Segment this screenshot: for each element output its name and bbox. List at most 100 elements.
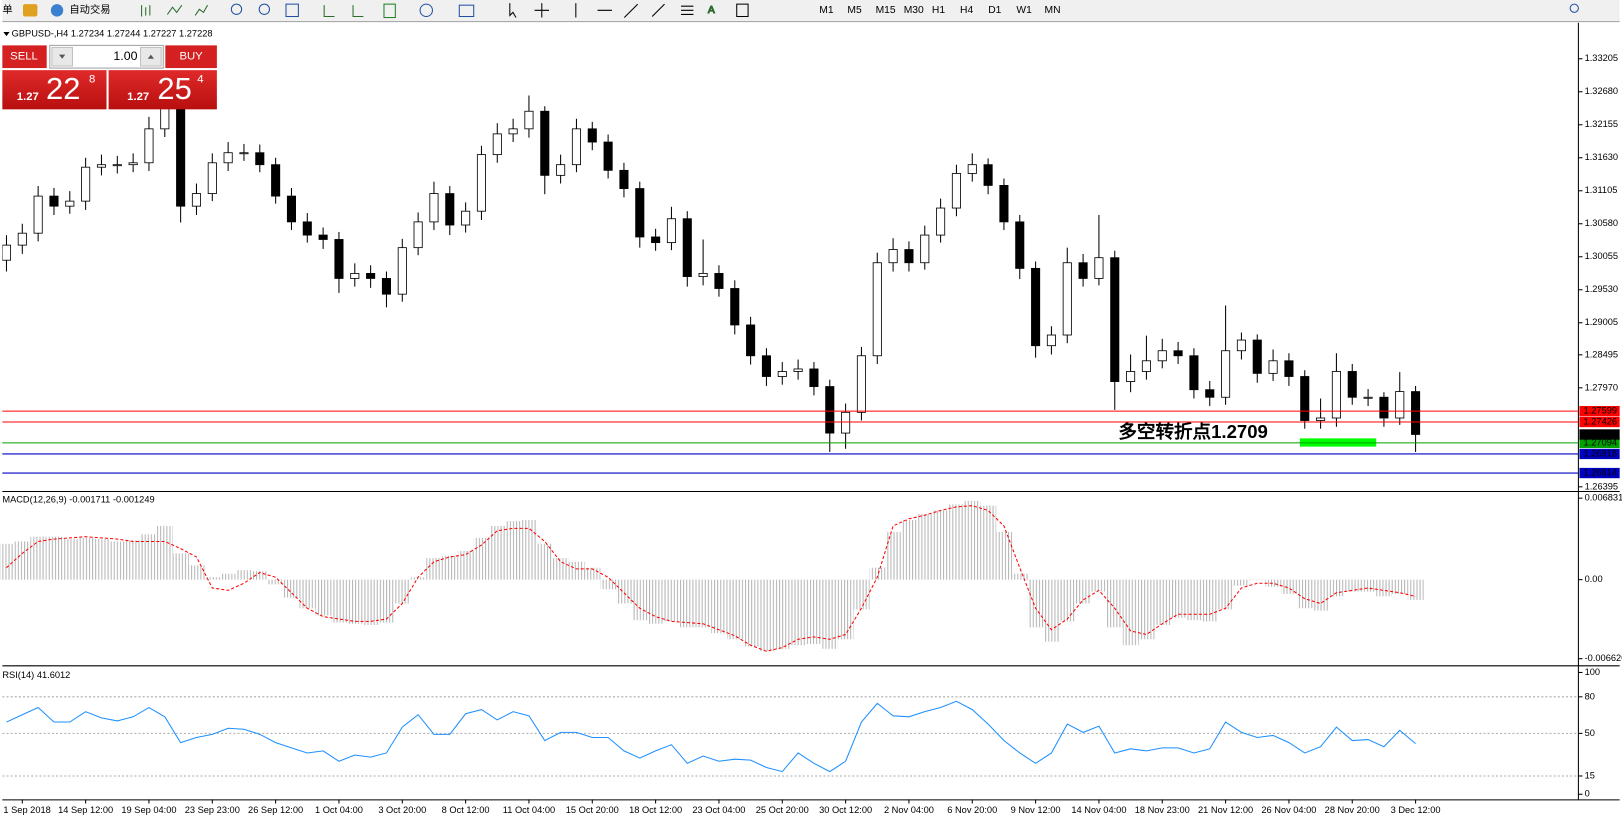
timeframe-button[interactable]: MN xyxy=(1045,5,1061,16)
timeframe-button[interactable]: M5 xyxy=(847,5,862,16)
point: 8 xyxy=(89,73,95,85)
icon[interactable] xyxy=(194,4,209,16)
candle-body xyxy=(920,234,930,264)
x-tick-label: 21 Nov 12:00 xyxy=(1198,805,1253,815)
macd-bar xyxy=(331,579,348,623)
icon[interactable] xyxy=(575,3,639,18)
macd-bar xyxy=(837,579,854,640)
timeframe-button[interactable]: W1 xyxy=(1016,5,1032,16)
icon[interactable] xyxy=(509,3,517,18)
y-tick-label: 100 xyxy=(1585,667,1600,677)
macd-bar xyxy=(204,577,221,580)
candle-body xyxy=(571,128,581,166)
icon[interactable] xyxy=(651,3,694,17)
menu-label[interactable]: 单 xyxy=(2,4,12,16)
candle-body xyxy=(1031,267,1041,347)
candle-body xyxy=(651,236,661,244)
price-label: 1.26614 xyxy=(1584,468,1618,478)
icon[interactable] xyxy=(141,5,151,17)
sell-button[interactable] xyxy=(2,45,47,69)
candle-body xyxy=(1252,339,1262,374)
timeframe-button[interactable]: H1 xyxy=(932,5,945,16)
candle-body xyxy=(603,141,613,171)
icon[interactable] xyxy=(323,5,335,18)
timeframe-button[interactable]: H4 xyxy=(960,5,973,16)
candle-body xyxy=(160,107,170,130)
icon[interactable] xyxy=(258,3,271,15)
candle-body xyxy=(1347,371,1357,398)
candle-body xyxy=(128,162,138,166)
candle-body xyxy=(666,218,676,244)
icon[interactable] xyxy=(22,4,38,17)
y-tick-label: 1.29005 xyxy=(1585,317,1618,327)
icon[interactable] xyxy=(285,3,299,18)
buy-button[interactable] xyxy=(165,45,217,69)
candle-body xyxy=(1015,221,1025,269)
candle-body xyxy=(714,273,724,289)
candle-body xyxy=(761,355,771,377)
icon[interactable] xyxy=(534,3,550,18)
macd-bar xyxy=(1407,579,1424,600)
macd-bar xyxy=(711,579,728,634)
macd-bar xyxy=(188,565,205,580)
x-tick-label: 28 Nov 20:00 xyxy=(1325,805,1380,815)
icon[interactable] xyxy=(352,5,364,18)
macd-bar xyxy=(774,579,791,649)
x-tick-label: 1 Sep 2018 xyxy=(3,805,50,815)
down-arrow xyxy=(59,54,66,59)
icon[interactable] xyxy=(230,3,243,15)
timeframe-button[interactable]: M1 xyxy=(819,5,834,16)
candle-body xyxy=(682,218,692,277)
timeframe-button[interactable]: D1 xyxy=(988,5,1001,16)
candle-body xyxy=(999,185,1009,223)
macd-bar xyxy=(1360,579,1377,592)
big-figure: 1.27 xyxy=(127,91,149,103)
candle-body xyxy=(1110,257,1120,382)
macd-bar xyxy=(616,579,633,604)
buy-price-box[interactable] xyxy=(108,70,217,110)
candle-body xyxy=(809,368,819,387)
price-label-bg xyxy=(1579,437,1620,449)
candle-body xyxy=(33,195,43,234)
sell-label[interactable]: SELL xyxy=(10,51,38,63)
macd-bar xyxy=(157,525,173,580)
icon[interactable] xyxy=(419,3,433,18)
macd-bar xyxy=(568,561,585,580)
candle-body xyxy=(1236,339,1246,352)
buy-label[interactable]: BUY xyxy=(179,51,203,63)
y-tick-label: 1.28495 xyxy=(1585,349,1618,359)
bid-label: 1.27228 xyxy=(1584,429,1618,439)
candle-body xyxy=(1379,396,1389,419)
y-tick-label: 1.29530 xyxy=(1585,284,1618,294)
sell-price-box[interactable] xyxy=(2,70,107,110)
icon[interactable]: A xyxy=(707,5,715,17)
candle-body xyxy=(286,195,296,223)
icon[interactable] xyxy=(736,3,749,18)
icon[interactable] xyxy=(458,4,475,18)
candle-body xyxy=(587,128,597,143)
lot-input[interactable] xyxy=(49,44,164,69)
icon[interactable] xyxy=(383,3,396,19)
x-tick-label: 25 Oct 20:00 xyxy=(756,805,809,815)
timeframe-button[interactable]: M15 xyxy=(876,5,896,16)
macd-bar xyxy=(489,525,506,580)
macd-bar xyxy=(172,553,189,580)
macd-bar xyxy=(584,567,601,580)
pips: 25 xyxy=(157,71,191,106)
search-icon[interactable] xyxy=(1569,3,1579,13)
timeframe-button[interactable]: M30 xyxy=(904,5,924,16)
candle-body xyxy=(397,247,407,295)
auto-trade-icon[interactable] xyxy=(50,4,64,17)
macd-bar xyxy=(46,536,63,580)
candle-body xyxy=(1157,350,1167,362)
macd-bar xyxy=(426,558,443,580)
macd-bar xyxy=(758,579,775,652)
candle-body xyxy=(461,210,471,226)
candle-body xyxy=(2,244,12,261)
icon[interactable] xyxy=(166,4,183,15)
macd-bar xyxy=(1075,579,1092,604)
lot-value[interactable]: 1.00 xyxy=(113,49,137,63)
toolbar: 单 自动交易 A M1 M5 M15 M30 H1 H4 D1 W1 MN xyxy=(2,0,1620,23)
auto-trade-button[interactable]: 自动交易 xyxy=(69,3,110,16)
y-tick-label: 1.33205 xyxy=(1585,53,1618,63)
